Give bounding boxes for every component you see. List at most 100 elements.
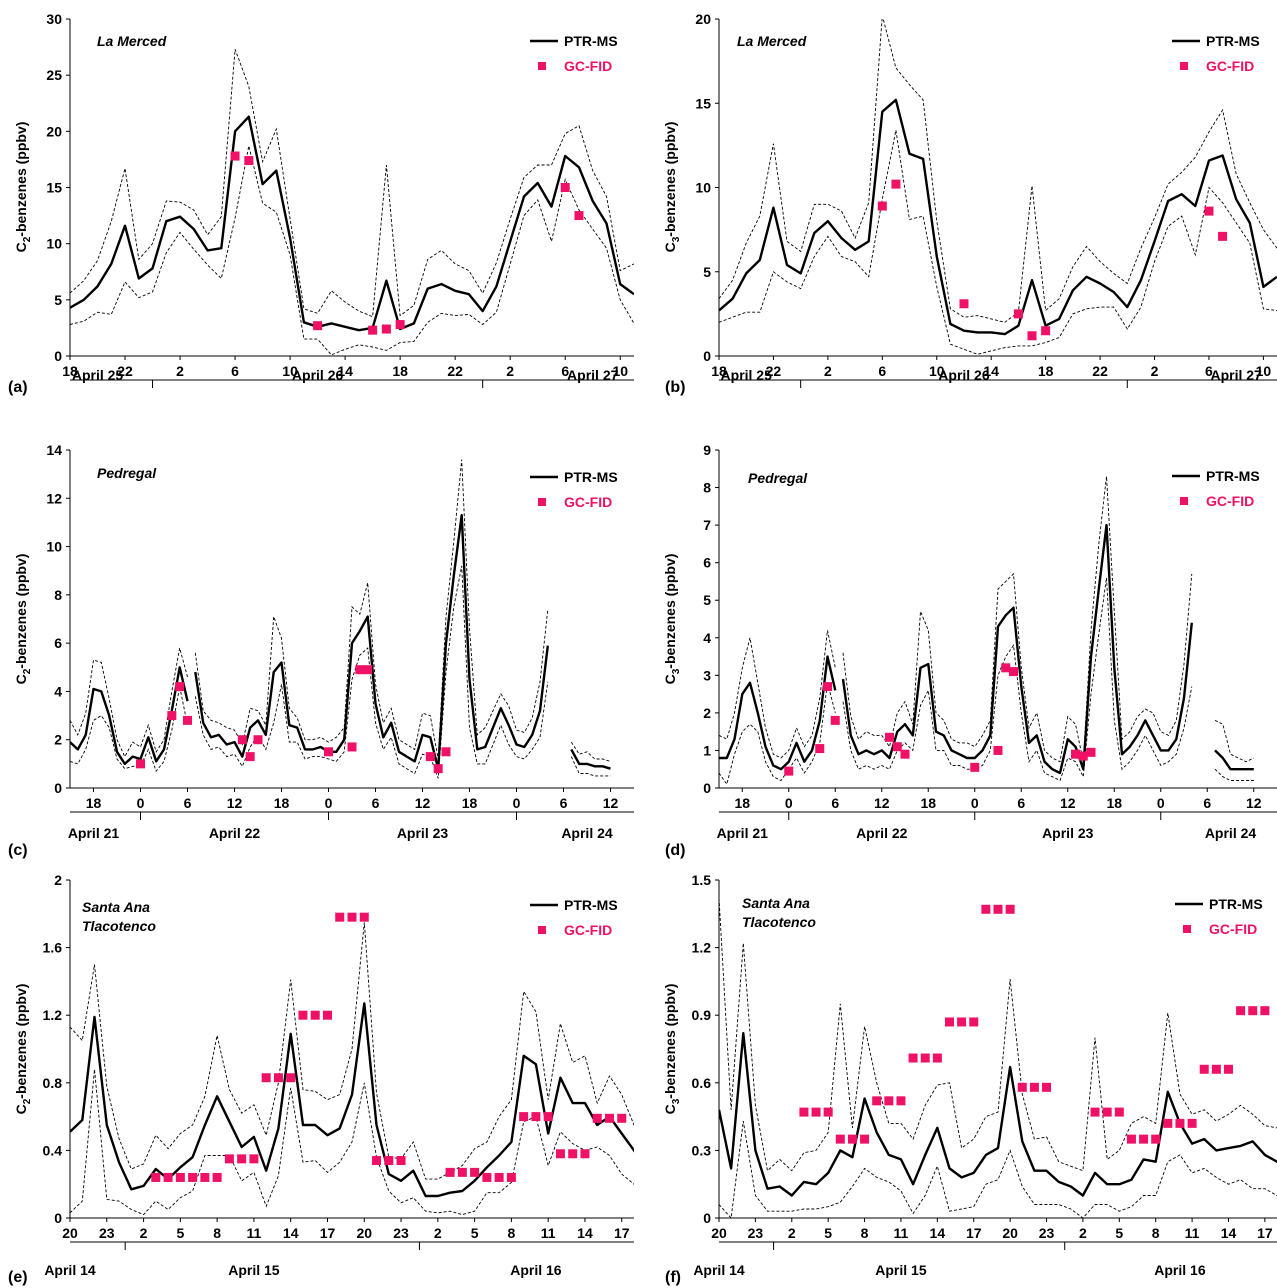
x-tick-label: 5: [1115, 1225, 1123, 1241]
gc-fid-point: [1175, 1118, 1185, 1128]
gc-fid-point: [604, 1113, 614, 1123]
day-label: April 15: [228, 1262, 280, 1278]
gc-fid-point: [1042, 1082, 1052, 1092]
x-tick-label: 12: [1060, 795, 1076, 811]
y-label-prefix: C: [662, 242, 678, 252]
gc-fid-point: [944, 1017, 954, 1027]
legend-ptr-ms-label: PTR-MS: [564, 897, 618, 913]
y-tick-label: 0.4: [43, 1142, 63, 1158]
x-tick-label: 6: [1203, 795, 1211, 811]
gc-fid-point: [784, 766, 794, 776]
legend-gc-fid-swatch: [538, 926, 546, 934]
y-tick-label: 5: [703, 264, 711, 280]
gc-fid-point: [1017, 1082, 1027, 1092]
x-tick-label: 14: [983, 363, 999, 379]
gc-fid-point: [1204, 206, 1214, 216]
y-tick-label: 4: [54, 683, 62, 699]
y-label-subscript: 2: [22, 1098, 33, 1104]
site-name: Tlacotenco: [82, 918, 156, 934]
upper-bound-line: [719, 630, 836, 759]
x-tick-label: 18: [1038, 363, 1054, 379]
lower-bound-line: [719, 130, 1277, 355]
y-label-prefix: C: [662, 674, 678, 684]
x-tick-label: 18: [1106, 795, 1122, 811]
y-tick-label: 15: [695, 95, 711, 111]
gc-fid-point: [811, 1107, 821, 1117]
ptr-ms-line: [70, 115, 634, 332]
y-label-prefix: C: [662, 1104, 678, 1114]
y-label-suffix: -benzenes (ppbv): [13, 122, 29, 237]
gc-fid-point: [395, 320, 405, 330]
lower-bound-line: [70, 686, 188, 773]
gc-fid-point: [188, 1172, 198, 1182]
y-label-subscript: 3: [671, 668, 682, 674]
y-tick-label: 9: [703, 442, 711, 458]
y-tick-label: 0: [54, 1210, 62, 1226]
x-tick-label: 0: [785, 795, 793, 811]
gc-fid-point: [1223, 1064, 1233, 1074]
ptr-ms-line: [719, 655, 837, 771]
gc-fid-point: [1001, 663, 1011, 673]
x-tick-label: 2: [1151, 363, 1159, 379]
y-tick-label: 10: [695, 180, 711, 196]
gc-fid-point: [1260, 1006, 1270, 1016]
x-tick-label: 2: [788, 1225, 796, 1241]
legend-gc-fid-label: GC-FID: [564, 922, 612, 938]
y-label-subscript: 2: [22, 236, 33, 242]
y-label-prefix: C: [13, 1104, 29, 1114]
gc-fid-point: [519, 1112, 529, 1122]
x-tick-label: 2: [506, 363, 514, 379]
legend-gc-fid-label: GC-FID: [1209, 921, 1257, 937]
gc-fid-point: [580, 1149, 590, 1159]
y-tick-label: 2: [54, 872, 62, 888]
legend-ptr-ms-label: PTR-MS: [564, 33, 618, 49]
lower-bound-line: [719, 1121, 1277, 1218]
day-label: April 25: [72, 367, 124, 383]
gc-fid-point: [877, 201, 887, 211]
gc-fid-point: [830, 715, 840, 725]
gc-fid-point: [900, 749, 910, 759]
y-tick-label: 1: [703, 742, 711, 758]
gc-fid-point: [835, 1134, 845, 1144]
gc-fid-point: [1013, 309, 1023, 319]
gc-fid-point: [335, 912, 345, 922]
gc-fid-point: [482, 1172, 492, 1182]
gc-fid-point: [543, 1112, 553, 1122]
gc-fid-point: [1078, 751, 1088, 761]
x-tick-label: 18: [711, 363, 727, 379]
x-tick-label: 14: [283, 1225, 299, 1241]
x-tick-label: 12: [603, 795, 619, 811]
legend-gc-fid-label: GC-FID: [564, 494, 612, 510]
legend: PTR-MS GC-FID: [530, 469, 618, 510]
x-tick-label: 11: [894, 1225, 909, 1241]
gc-fid-point: [167, 711, 177, 721]
gc-fid-point: [324, 747, 333, 757]
gc-fid-point: [823, 682, 832, 692]
panel-letter: (a): [8, 379, 28, 396]
upper-bound-line: [70, 49, 634, 318]
gc-fid-point: [892, 742, 902, 752]
x-tick-label: 20: [711, 1225, 727, 1241]
y-tick-label: 15: [46, 180, 62, 196]
gc-fid-point: [957, 1017, 967, 1027]
legend: PTR-MS GC-FID: [530, 33, 618, 74]
gc-fid-point: [230, 151, 240, 161]
gc-fid-point: [237, 1154, 247, 1164]
y-tick-label: 7: [703, 517, 711, 533]
gc-fid-point: [860, 1134, 870, 1144]
gc-fid-point: [823, 1107, 833, 1117]
gc-fid-point: [1029, 1082, 1039, 1092]
x-tick-label: 6: [1205, 363, 1213, 379]
gc-fid-point: [253, 735, 263, 745]
gc-fid-point: [970, 762, 980, 772]
lower-bound-line: [842, 577, 1193, 782]
gc-fid-point: [224, 1154, 234, 1164]
day-label: April 27: [1210, 367, 1262, 383]
gc-fid-point: [920, 1053, 930, 1063]
gc-fid-point: [1086, 747, 1096, 757]
x-tick-label: 10: [929, 363, 945, 379]
gc-fid-point: [384, 1156, 394, 1166]
gc-fid-point: [799, 1107, 809, 1117]
x-tick-label: 17: [966, 1225, 982, 1241]
x-tick-label: 5: [176, 1225, 184, 1241]
